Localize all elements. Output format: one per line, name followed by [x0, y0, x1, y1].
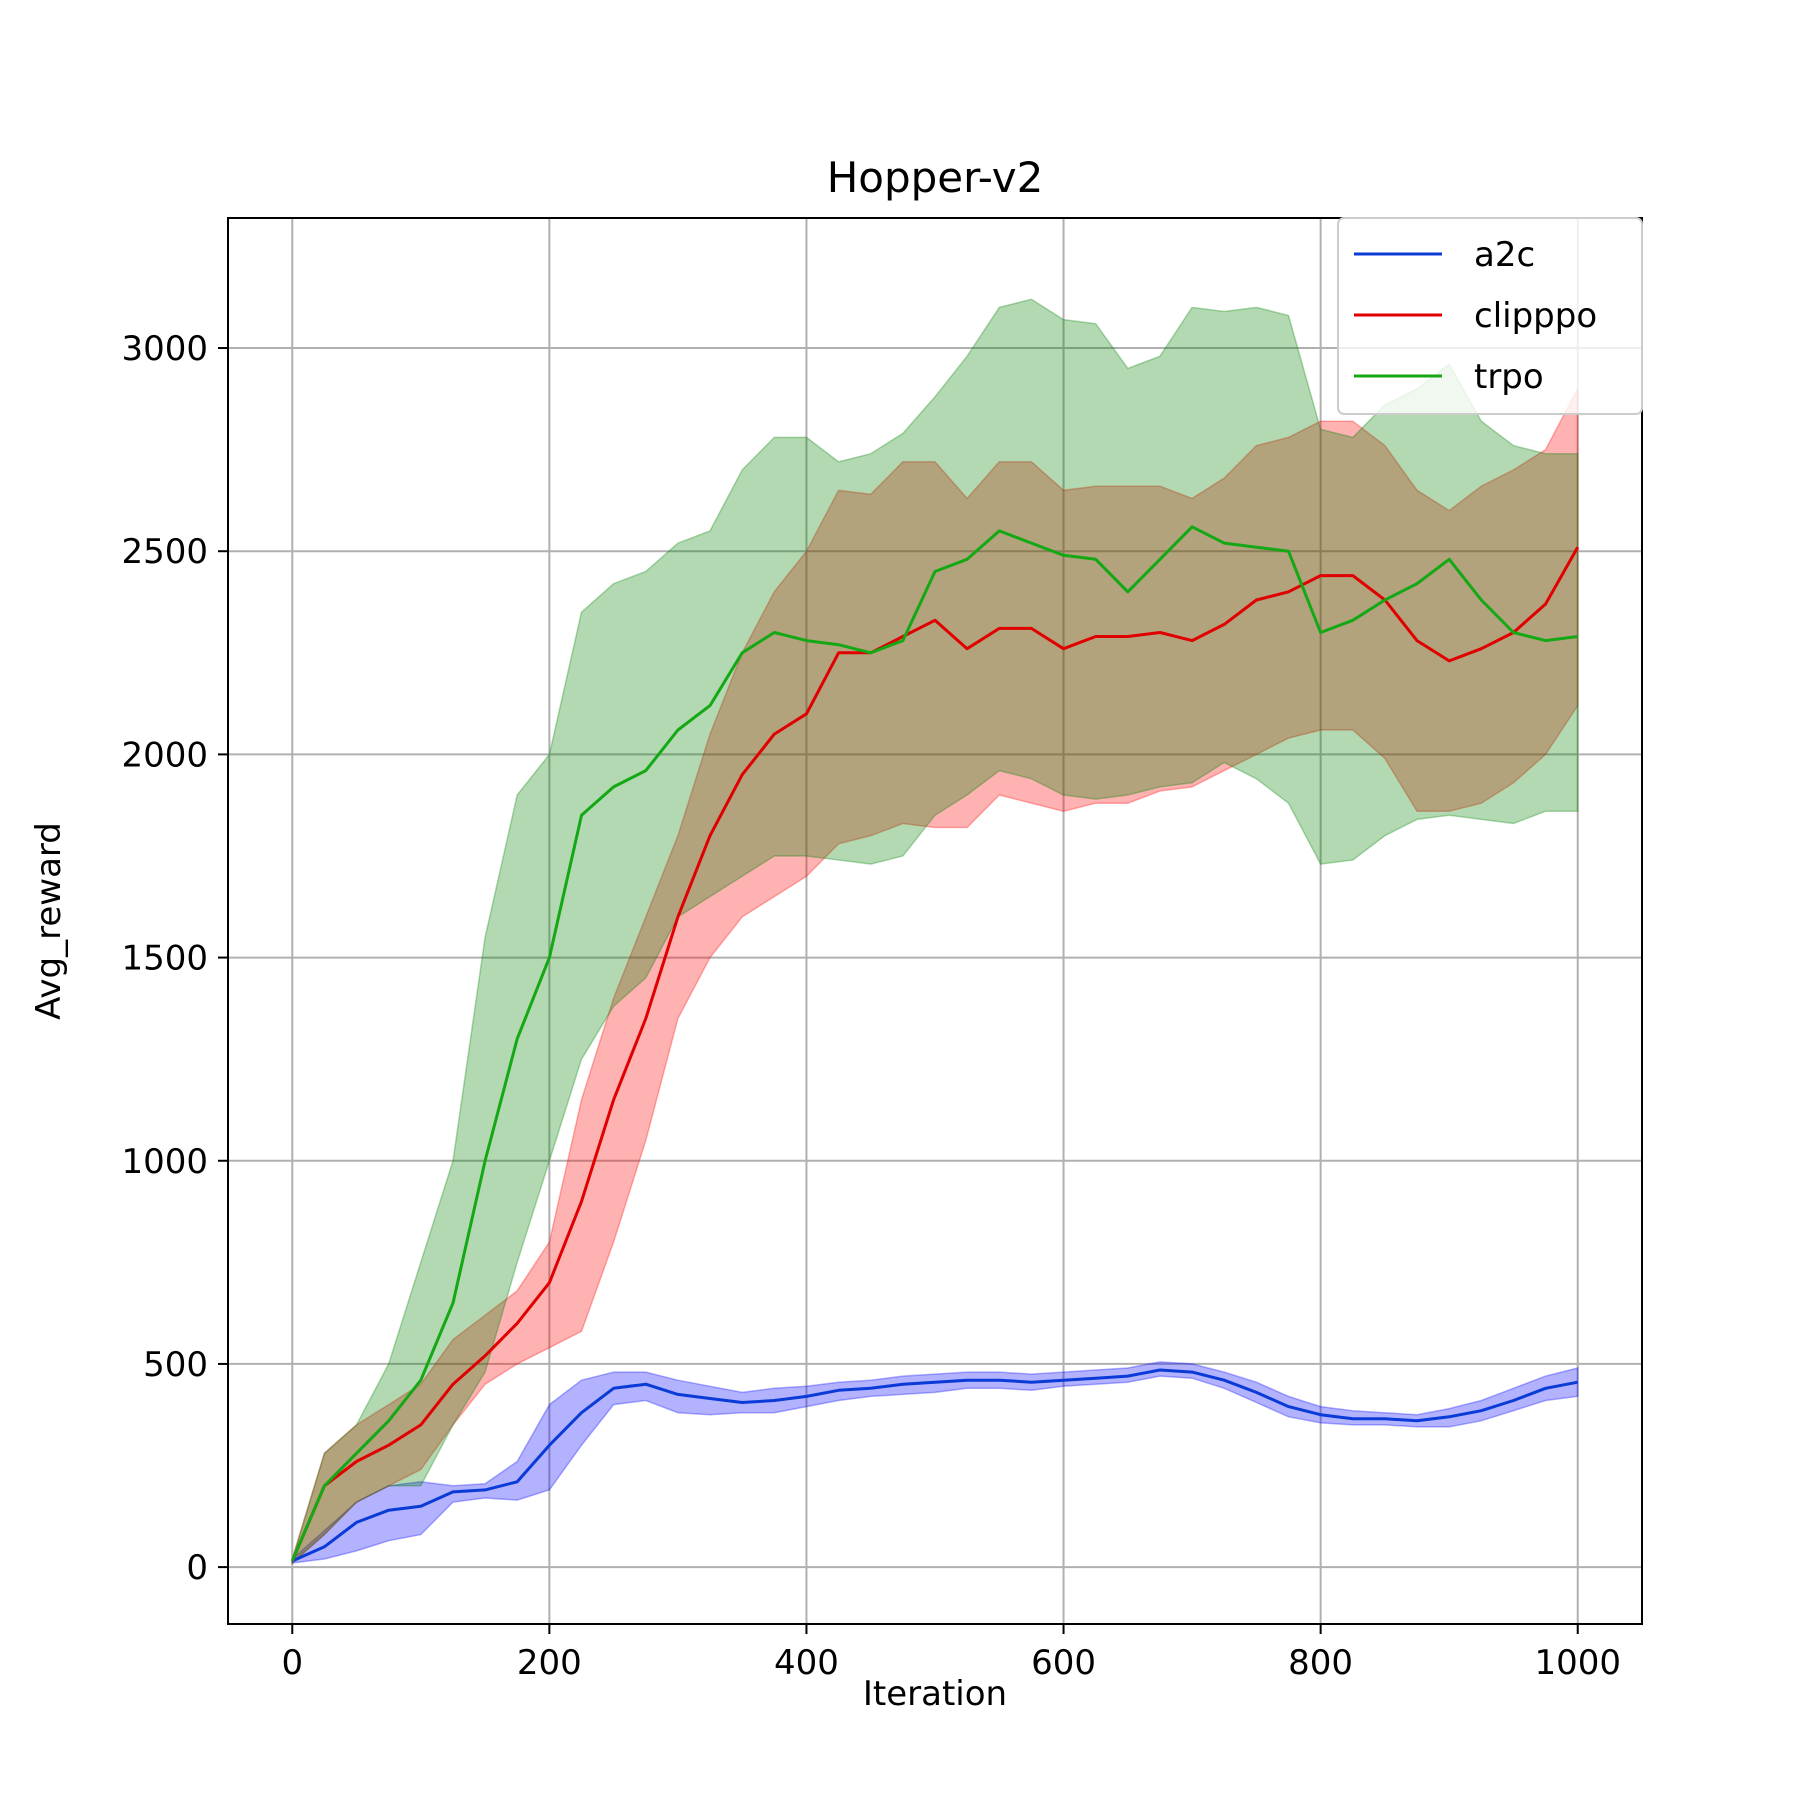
x-tick-label: 1000 — [1534, 1643, 1621, 1683]
x-tick-label: 0 — [281, 1643, 303, 1683]
series-lines — [290, 525, 1580, 1563]
y-axis-ticks: 0 500 1000 1500 2000 2500 3000 — [121, 329, 228, 1588]
y-axis-label: Avg_reward — [29, 822, 69, 1020]
confidence-bands — [291, 298, 1579, 1565]
x-axis-ticks: 0 200 400 600 800 1000 — [281, 1624, 1621, 1683]
clipppo-band — [291, 388, 1579, 1565]
x-axis-label: Iteration — [863, 1674, 1007, 1714]
clipppo-line — [290, 546, 1580, 1562]
y-tick-label: 1000 — [121, 1142, 208, 1182]
legend-label-clipppo: clipppo — [1474, 296, 1597, 336]
y-tick-label: 1500 — [121, 939, 208, 979]
x-tick-label: 200 — [517, 1643, 582, 1683]
trpo-band — [291, 298, 1579, 1565]
y-tick-label: 500 — [143, 1345, 208, 1385]
grid — [228, 218, 1642, 1624]
trpo-line — [290, 525, 1578, 1562]
legend-box — [1337, 217, 1643, 415]
y-tick-label: 2500 — [121, 532, 208, 572]
legend: a2c clipppo trpo — [1337, 217, 1643, 415]
chart-title: Hopper-v2 — [827, 153, 1044, 202]
x-tick-label: 400 — [774, 1643, 839, 1683]
plot-frame — [227, 217, 1643, 1625]
x-tick-label: 600 — [1031, 1643, 1096, 1683]
legend-label-a2c: a2c — [1474, 235, 1535, 275]
y-tick-label: 3000 — [121, 329, 208, 369]
x-tick-label: 800 — [1288, 1643, 1353, 1683]
legend-label-trpo: trpo — [1474, 357, 1544, 397]
a2c-line — [291, 1368, 1578, 1563]
y-tick-label: 2000 — [121, 735, 208, 775]
a2c-band — [291, 1361, 1579, 1564]
y-tick-label: 0 — [186, 1548, 208, 1588]
